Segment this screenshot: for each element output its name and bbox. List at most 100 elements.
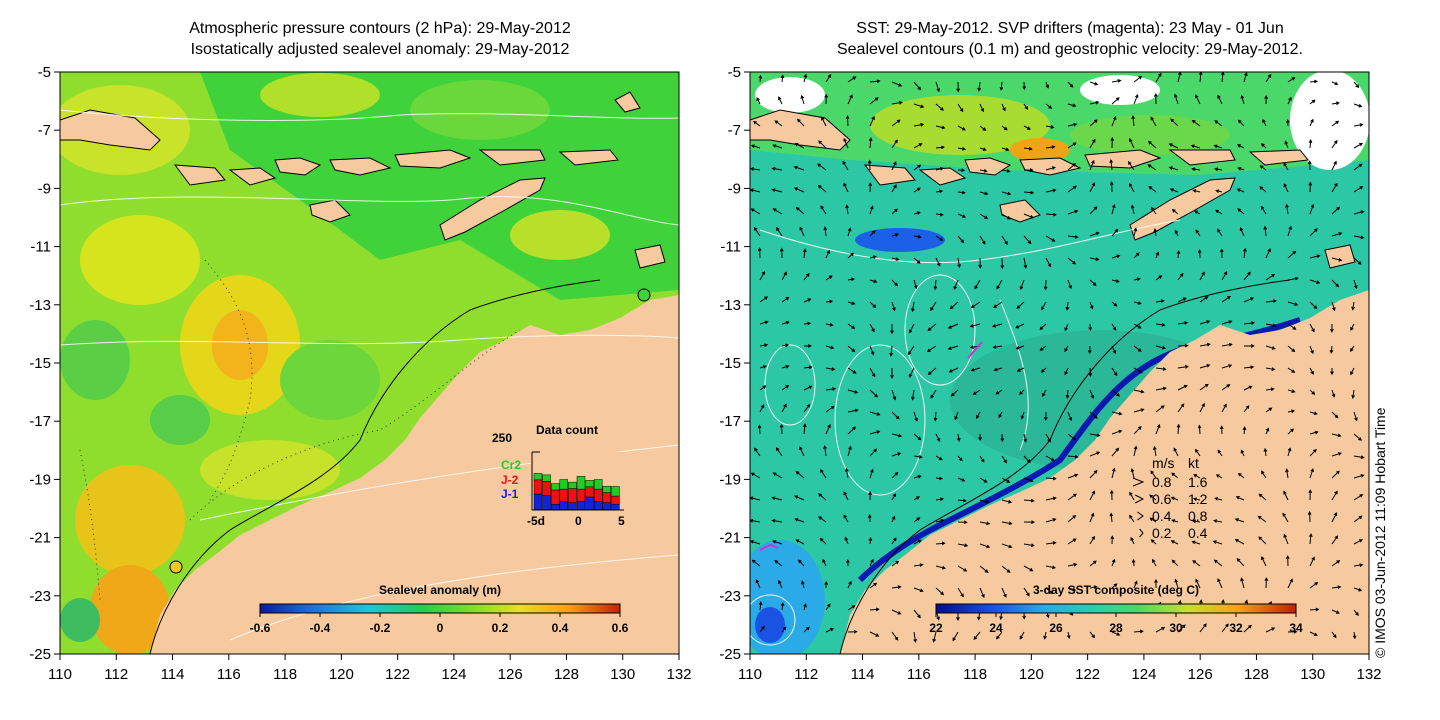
lat-tick-label: -11 [720,239,741,256]
velocity-arrow [1353,163,1363,171]
lat-tick-label: -21 [719,530,741,547]
velocity-legend-arrow [1134,494,1145,504]
inset-x-tick: -5d [527,514,545,528]
velocity-arrow [1001,521,1013,526]
velocity-arrow [869,205,874,215]
velocity-arrow [825,627,835,633]
velocity-arrow [1133,323,1142,329]
velocity-arrow [957,213,967,218]
velocity-arrow [1109,181,1114,193]
velocity-arrow [845,558,850,567]
velocity-arrow [1265,323,1277,328]
velocity-arrow [1243,344,1255,348]
velocity-arrow [1265,299,1277,303]
velocity-arrow [1309,556,1315,567]
velocity-arrow [1217,578,1223,589]
tide-gauge-marker [637,288,651,302]
inset-legend-j2: J-2 [501,473,519,487]
velocity-arrow [843,182,849,193]
velocity-arrow [1331,206,1341,215]
velocity-arrow [927,323,937,332]
velocity-arrow [774,120,783,127]
velocity-arrow [868,536,873,545]
velocity-arrow [842,160,849,171]
svp-drifter-track [967,341,983,359]
velocity-arrow [750,188,761,193]
velocity-arrow [869,115,875,127]
velocity-arrow [935,81,940,93]
velocity-arrow [1089,138,1096,149]
lon-tick-label: 124 [1131,666,1156,683]
velocity-arrow [1089,451,1101,457]
velocity-arrow [795,206,805,215]
velocity-legend-ms: 0.6 [1152,491,1172,507]
velocity-arrow [1287,276,1299,281]
velocity-arrow [993,301,1003,308]
velocity-arrow [868,491,873,501]
velocity-arrow [1133,426,1142,435]
velocity-arrow [1215,209,1223,215]
inset-bar-segment [593,501,603,511]
velocity-arrow [935,433,941,442]
velocity-arrow [1257,515,1267,523]
velocity-arrow [867,159,872,171]
velocity-arrow [1043,411,1048,421]
velocity-arrow [1067,185,1077,193]
velocity-arrow [1353,143,1364,149]
left-title-line2: Isostatically adjusted sealevel anomaly:… [190,41,570,58]
velocity-arrow [1133,580,1138,589]
velocity-arrow [1353,563,1364,567]
inset-bar-segment [602,502,612,511]
velocity-arrow [868,137,873,149]
velocity-arrow [825,249,830,259]
sla-colorbar-label: Sealevel anomaly (m) [379,583,501,597]
velocity-arrow [1171,472,1179,479]
velocity-arrow [1287,345,1296,353]
velocity-arrow [1000,257,1005,270]
velocity-legend: m/s kt 0.8 1.60.6 1.20.4 0.80.2 0.4 [1132,455,1208,541]
velocity-arrow [1287,578,1293,589]
velocity-arrow [1001,477,1011,483]
velocity-arrow [1089,512,1095,523]
velocity-arrow [1064,367,1069,376]
velocity-arrow [1155,275,1163,281]
velocity-arrow [957,477,966,482]
colorbar-tick-label: 30 [1169,621,1183,635]
velocity-arrow [930,389,937,399]
lon-tick-label: 128 [1244,666,1269,683]
velocity-arrow [1155,367,1167,371]
velocity-arrow [1177,343,1189,348]
velocity-arrow [1001,543,1013,549]
velocity-arrow [1239,227,1245,237]
velocity-arrow [797,118,805,127]
velocity-arrow [1191,119,1201,127]
velocity-arrow [1089,535,1095,545]
velocity-arrow [1133,408,1145,413]
velocity-arrow [913,411,918,422]
velocity-arrow [996,279,1003,290]
velocity-arrow [1023,168,1034,172]
velocity-arrow [1217,449,1223,457]
velocity-arrow [1234,518,1245,523]
velocity-arrow [1067,142,1077,149]
velocity-arrow [1001,565,1011,573]
velocity-arrow [818,140,827,149]
velocity-arrow [751,559,761,567]
velocity-arrow [1353,587,1363,592]
velocity-arrow [1282,512,1289,523]
velocity-arrow [1089,81,1099,86]
lat-tick-label: -13 [719,297,741,314]
velocity-arrow [756,97,761,105]
velocity-arrow [1111,345,1117,355]
inset-bar-segment [576,476,586,490]
velocity-arrow [891,471,899,479]
lat-tick-label: -21 [29,530,51,547]
velocity-arrow [845,115,850,127]
velocity-arrow [1221,623,1229,633]
velocity-arrow [1023,433,1027,443]
velocity-arrow [1309,631,1318,636]
velocity-arrow [844,536,849,545]
velocity-arrow [820,468,827,479]
velocity-arrow [781,626,787,633]
velocity-arrow [803,603,807,611]
